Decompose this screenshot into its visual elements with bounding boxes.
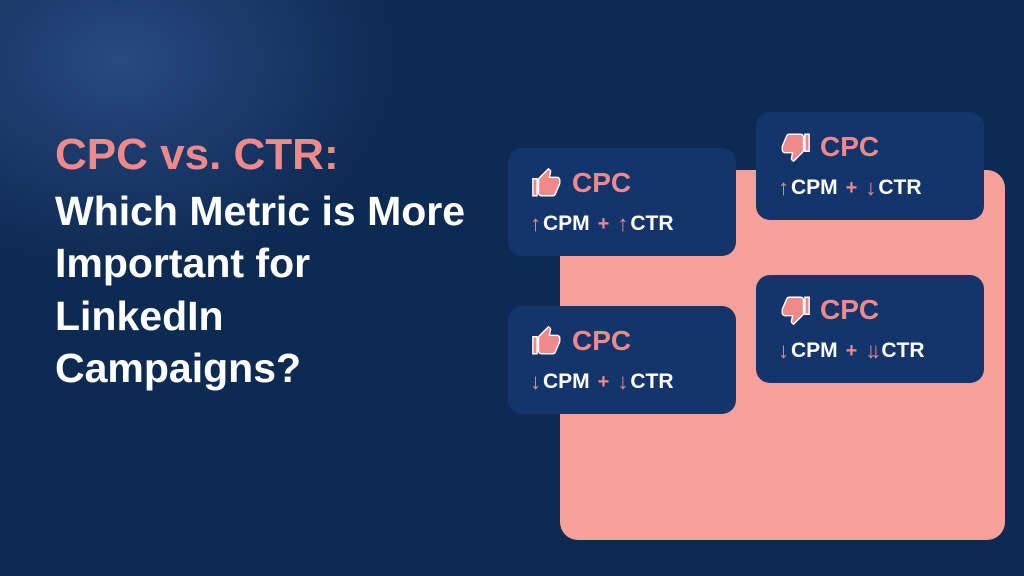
plus-icon: + (846, 177, 858, 200)
metric-label: CTR (878, 176, 921, 200)
thumbs-up-icon (530, 324, 564, 358)
card-formula: ↑CPM + ↓CTR (778, 176, 962, 200)
card-top-left: CPC↑CPM+↑CTR (508, 148, 736, 256)
thumbs-down-icon (778, 130, 812, 164)
card-formula: ↓CPM+↓CTR (530, 370, 714, 394)
heading-block: CPC vs. CTR: Which Metric is More Import… (55, 130, 475, 394)
card-title: CPC (572, 325, 631, 357)
thumbs-up-icon (530, 166, 564, 200)
metric-label: CTR (881, 339, 924, 363)
card-header: CPC (778, 293, 962, 327)
metric-label: CPM (791, 339, 838, 363)
heading-main: Which Metric is More Important for Linke… (55, 185, 475, 395)
thumbs-down-icon (778, 293, 812, 327)
arrow-down-icon: ↓ (617, 371, 628, 393)
card-top-right: CPC ↑CPM + ↓CTR (756, 112, 984, 220)
card-title: CPC (820, 131, 879, 163)
plus-icon: + (598, 213, 610, 236)
metric-label: CTR (630, 370, 673, 394)
arrow-up-icon: ↑ (530, 213, 541, 235)
card-title: CPC (572, 167, 631, 199)
metric-label: CPM (791, 176, 838, 200)
card-bottom-left: CPC↓CPM+↓CTR (508, 306, 736, 414)
arrow-down-icon: ↓ (778, 340, 789, 362)
plus-icon: + (598, 371, 610, 394)
card-header: CPC (778, 130, 962, 164)
heading-accent: CPC vs. CTR: (55, 130, 475, 181)
card-title: CPC (820, 294, 879, 326)
metric-label: CPM (543, 212, 590, 236)
card-header: CPC (530, 166, 714, 200)
arrow-down-icon: ↓ (530, 371, 541, 393)
arrow-down-icon: ↓ (865, 177, 876, 199)
card-formula: ↓CPM + ↓↓ CTR (778, 339, 962, 363)
card-formula: ↑CPM+↑CTR (530, 212, 714, 236)
plus-icon: + (846, 340, 858, 363)
card-bottom-right: CPC ↓CPM + ↓↓ CTR (756, 275, 984, 383)
arrow-up-icon: ↑ (617, 213, 628, 235)
metric-label: CPM (543, 370, 590, 394)
arrow-up-icon: ↑ (778, 177, 789, 199)
metric-label: CTR (630, 212, 673, 236)
card-header: CPC (530, 324, 714, 358)
arrow-down-double-icon: ↓↓ (865, 340, 875, 362)
